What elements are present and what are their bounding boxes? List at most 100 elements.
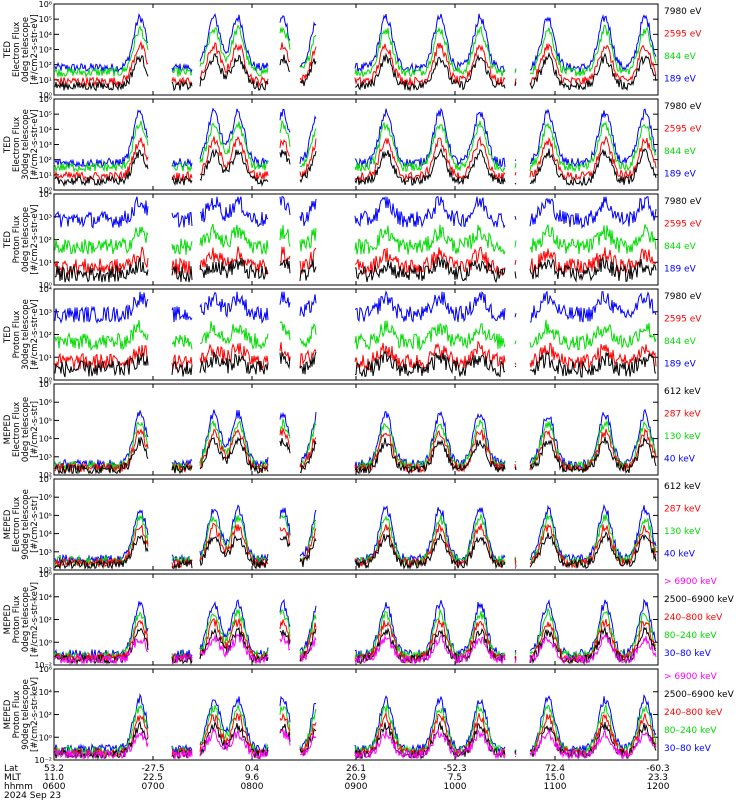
series-trace — [54, 503, 657, 566]
ylabel-line: 30deg telescope — [21, 109, 31, 180]
series-trace — [54, 531, 657, 571]
ytick-label: 10⁶ — [39, 493, 52, 502]
series-trace — [54, 340, 657, 370]
ytick-label: 10⁴ — [39, 688, 52, 697]
legend-entry: 189 eV — [664, 360, 697, 370]
ytick-label: 10⁴ — [39, 530, 52, 539]
ylabel-line: [#/cm2-s-str-eV] — [30, 109, 40, 179]
series-trace — [54, 256, 657, 284]
ylabel-line: TED — [3, 40, 13, 59]
legend-entry: 2595 eV — [664, 125, 702, 135]
footer-mlt-value: 9.6 — [245, 773, 260, 783]
series-trace — [54, 195, 657, 230]
legend-entry: 844 eV — [664, 52, 697, 62]
ylabel-line: Proton Flux — [12, 691, 22, 739]
ytick-label: 10¹ — [39, 258, 52, 267]
panel-2: 10⁶ 10⁵ 10⁴ 10³ 10² 10¹ 10⁰ TED Electron Flux 30d… — [3, 95, 702, 195]
footer-lat-value: -27.5 — [141, 764, 164, 774]
series-trace — [54, 408, 657, 471]
ytick-label: 10⁷ — [39, 380, 52, 389]
ytick-label: 10⁴ — [39, 125, 52, 134]
footer-lat-value: 26.1 — [346, 764, 366, 774]
legend-entry: 130 keV — [664, 527, 701, 537]
series-trace — [54, 435, 657, 475]
orbit-footer: Lat MLT hhmm 2024 Sep 23 53.2 -27.5 0.4 26.… — [4, 764, 670, 800]
ytick-label: 10² — [39, 156, 52, 165]
ytick-label: 10⁶ — [39, 570, 52, 579]
ylabel-line: 0deg telescope — [21, 397, 31, 462]
series-trace — [54, 692, 657, 756]
legend-entry: 130 keV — [664, 432, 701, 442]
ytick-label: 10³ — [39, 46, 52, 55]
ytick-label: 10⁰ — [39, 376, 52, 385]
legend-entry: 612 keV — [664, 482, 701, 492]
ytick-label: 10² — [39, 471, 52, 480]
series-trace — [54, 246, 657, 277]
ylabel-line: MEPED — [3, 699, 13, 729]
ytick-label: 10³ — [39, 308, 52, 317]
legend-entry: 612 keV — [664, 387, 701, 397]
ylabel-line: 0deg telescope — [21, 207, 31, 272]
footer-lat-value: 72.4 — [545, 764, 565, 774]
ytick-label: 10¹ — [39, 353, 52, 362]
ytick-label: 10⁰ — [39, 186, 52, 195]
legend-entry: 240–800 keV — [664, 613, 723, 623]
ylabel-line: [#/cm2-s-str-keV] — [30, 582, 40, 657]
footer-mlt-value: 20.9 — [346, 773, 366, 783]
legend-entry: 844 eV — [664, 337, 697, 347]
ytick-label: 10⁰ — [39, 638, 52, 647]
footer-label-date: 2024 Sep 23 — [4, 791, 61, 800]
ytick-label: 10⁵ — [39, 416, 52, 425]
legend-entry: 80–240 keV — [664, 726, 717, 736]
ytick-label: 10² — [39, 61, 52, 70]
ytick-label: 10³ — [39, 548, 52, 557]
ylabel-line: MEPED — [3, 414, 13, 444]
series-trace — [54, 24, 657, 79]
ytick-label: 10⁶ — [39, 665, 52, 674]
ylabel-line: Electron Flux — [12, 22, 22, 77]
ylabel-line: [#/cm2-s-str] — [30, 496, 40, 553]
series-trace — [54, 350, 657, 378]
footer-hhmm-value: 1100 — [544, 782, 567, 792]
footer-hhmm-value: 0700 — [142, 782, 165, 792]
legend-entry: 189 eV — [664, 75, 697, 85]
panel-7: 10⁶ 10⁴ 10² 10⁰ 10⁻² MEPED Proton Flux 0deg tel… — [3, 570, 735, 670]
series-trace — [54, 728, 657, 761]
legend-entry: 7980 eV — [664, 102, 702, 112]
legend-entry: 844 eV — [664, 147, 697, 157]
ylabel-line: TED — [3, 135, 13, 154]
ytick-label: 10³ — [39, 141, 52, 150]
ytick-label: 10⁻² — [34, 661, 52, 670]
series-trace — [54, 633, 657, 665]
series-trace — [54, 107, 657, 169]
ylabel-line: [#/cm2-s-str-eV] — [30, 299, 40, 369]
ylabel-line: TED — [3, 230, 13, 249]
ylabel-line: Proton Flux — [12, 596, 22, 644]
legend-entry: 40 keV — [664, 455, 696, 465]
ytick-label: 10⁵ — [39, 15, 52, 24]
series-trace — [54, 147, 657, 188]
footer-hhmm-value: 1200 — [647, 782, 670, 792]
ytick-label: 10⁴ — [39, 190, 52, 199]
ylabel-line: 90deg telescope — [21, 489, 31, 560]
ytick-label: 10¹ — [39, 171, 52, 180]
footer-mlt-value: 15.0 — [545, 773, 565, 783]
legend-entry: 40 keV — [664, 550, 696, 560]
ylabel-line: Electron Flux — [12, 497, 22, 552]
legend-entry: 2595 eV — [664, 30, 702, 40]
ylabel-line: 30deg telescope — [21, 299, 31, 370]
series-trace — [54, 289, 657, 325]
series-trace — [54, 40, 657, 88]
ylabel-line: 0deg telescope — [21, 17, 31, 82]
footer-hhmm-value: 0900 — [345, 782, 368, 792]
ylabel-line: [#/cm2-s-str-eV] — [30, 204, 40, 274]
ytick-label: 10¹ — [39, 76, 52, 85]
ytick-label: 10³ — [39, 453, 52, 462]
ytick-label: 10² — [39, 566, 52, 575]
footer-lat-value: -52.3 — [443, 764, 466, 774]
ytick-label: 10⁷ — [39, 475, 52, 484]
series-trace — [54, 223, 657, 256]
series-trace — [54, 598, 657, 661]
ylabel-line: MEPED — [3, 604, 13, 634]
